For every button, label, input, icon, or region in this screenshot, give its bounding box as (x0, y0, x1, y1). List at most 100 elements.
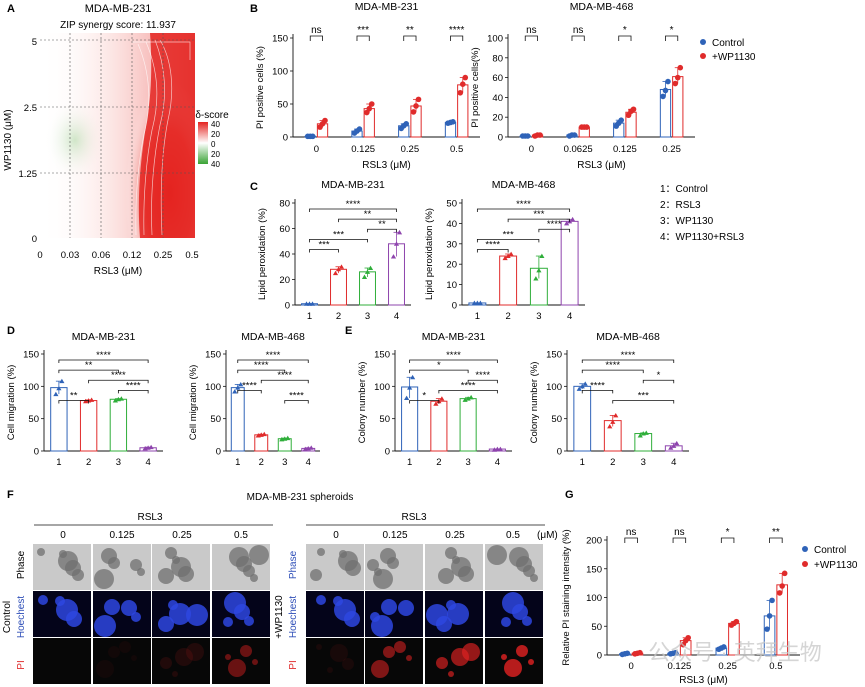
data-point (366, 105, 373, 112)
significance-bracket (476, 249, 509, 253)
data-point (733, 618, 740, 625)
data-point (537, 132, 543, 138)
y-axis-label: Lipid peroxidation (%) (424, 208, 435, 300)
legend-marker-wp1130 (802, 561, 808, 567)
significance-bracket (665, 35, 679, 41)
significance-label: **** (446, 350, 461, 361)
colorbar-tick: 20 (211, 130, 220, 139)
x-tick-label: 2 (259, 457, 264, 468)
spheroid-shape (438, 568, 454, 584)
heatmap-y-label: WP1130 (μM) (3, 109, 14, 170)
data-point (415, 96, 422, 103)
data-point (308, 445, 314, 450)
significance-bracket (581, 369, 644, 374)
significance-bracket (571, 35, 585, 41)
significance-bracket (524, 35, 538, 41)
fluorescence-background (152, 638, 210, 684)
data-point (766, 613, 773, 619)
colorbar-tick: 0 (211, 140, 216, 149)
y-axis-label: Cell migration (%) (188, 365, 199, 441)
significance-bracket (58, 359, 149, 363)
significance-bracket (284, 400, 309, 404)
nucleus-stain (381, 599, 397, 615)
chart-title: MDA-MB-231 (321, 179, 385, 191)
nucleus-stain (121, 600, 137, 616)
data-point (674, 440, 680, 446)
x-tick: 0.06 (92, 250, 111, 261)
x-tick-label: 1 (475, 311, 480, 322)
data-point (769, 597, 775, 604)
y-tick-label: 40 (446, 219, 457, 230)
data-point (404, 395, 410, 400)
x-tick: 0.5 (185, 250, 198, 261)
significance-label: ** (772, 527, 780, 538)
significance-bracket (438, 389, 498, 394)
row-label-hoechest-right: Hoechest (288, 596, 299, 638)
data-point (393, 241, 400, 246)
chart-title: MDA-MB-468 (492, 179, 556, 191)
chart-c2: MDA-MB-468 0 10 20 30 40 50 Lipid peroxidation … (424, 179, 585, 322)
micrograph-tile (425, 638, 483, 684)
colorbar-tick: 40 (211, 120, 220, 129)
pi-stain (175, 648, 193, 666)
bar (560, 220, 579, 306)
significance-bracket (117, 389, 149, 394)
micrograph-tile (425, 544, 483, 590)
chart-b2: MDA-MB-468 0 20 40 60 80 100 PI positive cells(… (470, 1, 695, 171)
data-point (505, 253, 511, 259)
micrograph-tile (212, 544, 270, 590)
data-point (396, 229, 403, 235)
data-point (685, 634, 691, 641)
x-tick-label: 4 (567, 311, 572, 322)
data-point (776, 590, 783, 596)
fluorescence-background (33, 638, 91, 684)
conc-label: 0.5 (234, 530, 248, 541)
nucleus-stain (426, 604, 448, 626)
data-point (643, 430, 649, 435)
y-tick-label: 0 (452, 301, 457, 312)
spheroid-shape (37, 548, 45, 556)
y-tick-label: 100 (23, 382, 39, 393)
y-tick-label: 100 (546, 382, 562, 393)
panel-letter-d: D (7, 325, 15, 337)
y-tick-label: 100 (586, 593, 602, 604)
significance-label: **** (346, 199, 361, 210)
nucleus-stain (398, 600, 414, 616)
spheroid-shape (339, 550, 347, 558)
data-point (335, 266, 342, 272)
data-point (502, 255, 508, 261)
chart-title: MDA-MB-468 (570, 1, 634, 13)
row-label-phase-right: Phase (288, 550, 299, 579)
significance-label: ns (311, 25, 322, 36)
data-point (403, 121, 410, 127)
data-point (462, 74, 469, 81)
x-tick-label: 0.0625 (564, 144, 593, 155)
y-axis-label: Lipid peroxidation (%) (257, 208, 268, 300)
significance-label: *** (333, 229, 344, 240)
y-tick-label: 80 (279, 199, 290, 210)
y-tick-label: 50 (379, 414, 390, 425)
nucleus-stain (223, 617, 233, 627)
pi-stain (371, 660, 389, 678)
synergy-heatmap (40, 33, 195, 238)
significance-bracket (309, 35, 323, 41)
chart-b1: MDA-MB-231 0 50 100 150 PI positive cells (%)… (255, 1, 480, 171)
data-point (410, 109, 417, 115)
data-point (238, 381, 244, 387)
y-tick-label: 150 (272, 34, 288, 45)
data-point (570, 216, 576, 222)
data-point (59, 378, 65, 384)
conc-label: 0.125 (382, 530, 407, 541)
heatmap-x-label: RSL3 (μM) (94, 266, 143, 277)
x-tick-label: 3 (465, 457, 470, 468)
data-point (668, 445, 674, 450)
chart-d1: MDA-MB-231 0 50 100 150 Cell migration (%) 1 2 3… (6, 331, 163, 468)
y-tick-label: 100 (487, 34, 503, 45)
micrograph-tile (485, 591, 543, 637)
panel-letter-g: G (565, 489, 574, 501)
y-tick-label: 60 (492, 73, 503, 84)
data-point (390, 254, 397, 259)
pi-stain (406, 655, 412, 661)
panel-f-title: MDA-MB-231 spheroids (247, 492, 354, 503)
